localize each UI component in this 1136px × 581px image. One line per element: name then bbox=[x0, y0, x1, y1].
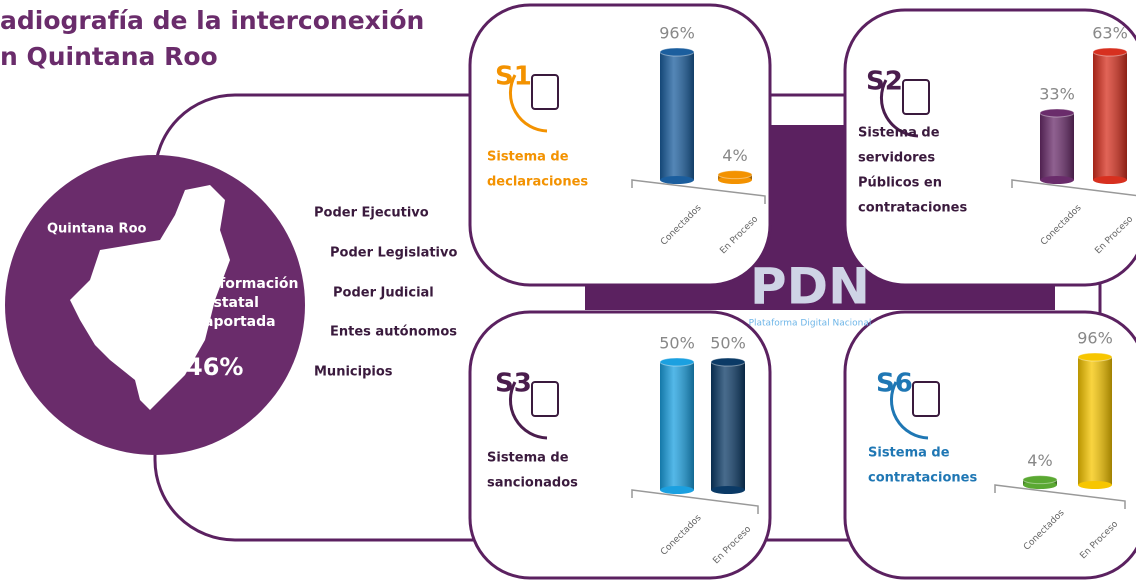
bar-shade bbox=[1078, 357, 1112, 485]
bar-shade bbox=[1093, 52, 1127, 180]
value-label: 50% bbox=[710, 334, 746, 353]
branch: Municipios bbox=[314, 365, 393, 380]
map-label: Quintana Roo bbox=[47, 222, 146, 237]
value-label: 50% bbox=[659, 334, 695, 353]
bar-cap bbox=[717, 170, 753, 180]
branch: Entes autónomos bbox=[330, 325, 457, 340]
map-info: estatal bbox=[204, 295, 259, 311]
badge-arc bbox=[508, 74, 548, 133]
baseline bbox=[631, 489, 759, 514]
panel bbox=[843, 310, 1136, 580]
icon bbox=[902, 79, 930, 115]
baseline bbox=[994, 484, 1126, 509]
bar-cap bbox=[1039, 108, 1075, 118]
branch: Poder Legislativo bbox=[330, 246, 457, 261]
panel-title: Sistema de bbox=[487, 451, 569, 466]
value-label: 4% bbox=[722, 146, 747, 165]
panel-title: Sistema de bbox=[487, 150, 569, 165]
bar-shade bbox=[660, 52, 694, 180]
logo: PDN bbox=[750, 258, 870, 316]
bar-cap bbox=[659, 47, 695, 57]
panel-title: sancionados bbox=[487, 476, 578, 491]
panel-title: Sistema de bbox=[858, 126, 940, 141]
bar-base bbox=[1093, 176, 1127, 184]
value-label: 4% bbox=[1027, 451, 1052, 470]
panel-title: declaraciones bbox=[487, 175, 588, 190]
bar-base bbox=[660, 176, 694, 184]
value-label: 33% bbox=[1039, 84, 1075, 103]
bar-shade bbox=[711, 362, 745, 490]
branch: Poder Judicial bbox=[333, 286, 434, 301]
value-label: 96% bbox=[659, 24, 695, 43]
map-info: Información bbox=[204, 276, 299, 292]
panel-title: contrataciones bbox=[858, 201, 967, 216]
baseline bbox=[631, 179, 766, 204]
badge-arc bbox=[508, 381, 548, 440]
bar-base bbox=[660, 486, 694, 494]
bar-base bbox=[1078, 481, 1112, 489]
baseline bbox=[1011, 179, 1136, 197]
bar-shade bbox=[660, 362, 694, 490]
logo-subtitle: Plataforma Digital Nacional bbox=[749, 319, 872, 329]
title-line: adiografía de la interconexión bbox=[0, 6, 424, 35]
panel bbox=[843, 8, 1136, 287]
bar-cap bbox=[1092, 47, 1128, 57]
bar-cap bbox=[710, 357, 746, 367]
badge-arc bbox=[889, 381, 929, 440]
value-label: 63% bbox=[1092, 24, 1128, 43]
panel-title: servidores bbox=[858, 151, 935, 166]
icon bbox=[531, 381, 559, 417]
bar-base bbox=[711, 486, 745, 494]
panel-title: contrataciones bbox=[868, 471, 977, 486]
icon bbox=[531, 74, 559, 110]
icon bbox=[912, 381, 940, 417]
bar-cap bbox=[1022, 475, 1058, 485]
map-info: aportada bbox=[204, 314, 276, 330]
branch: Poder Ejecutivo bbox=[314, 206, 429, 221]
panel-title: Sistema de bbox=[868, 446, 950, 461]
bar-base bbox=[1040, 176, 1074, 184]
value-label: 96% bbox=[1077, 329, 1113, 348]
map-shape bbox=[70, 185, 230, 410]
badge-arc bbox=[879, 79, 919, 138]
map-percent: 46% bbox=[186, 353, 243, 381]
bar-shade bbox=[1040, 112, 1074, 180]
bar-cap bbox=[1077, 352, 1113, 362]
title-line: n Quintana Roo bbox=[0, 42, 218, 71]
panel-title: Públicos en bbox=[858, 176, 942, 191]
bar-cap bbox=[659, 357, 695, 367]
panel bbox=[468, 310, 772, 580]
